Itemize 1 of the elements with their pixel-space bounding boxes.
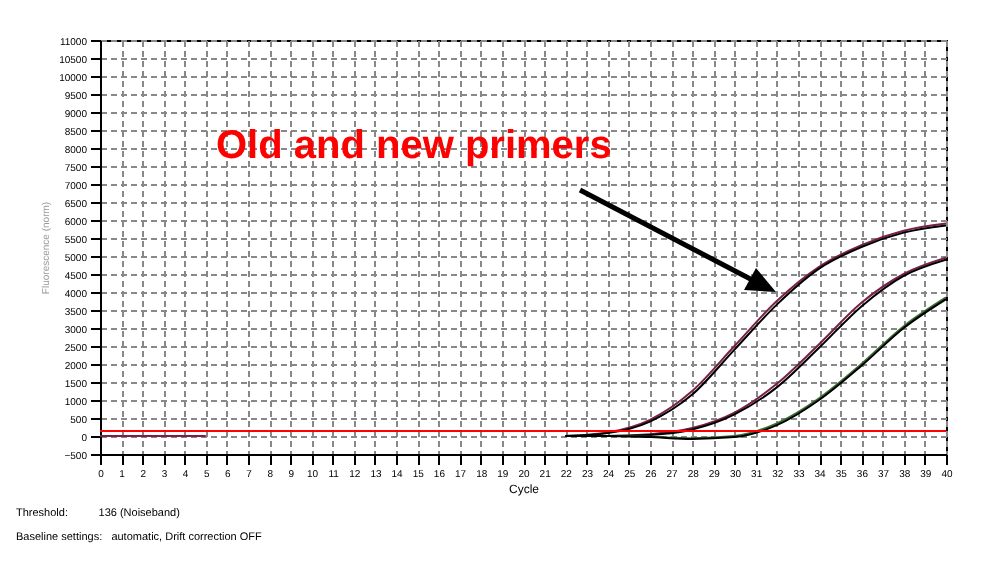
annotation: Old and new primers [216,124,612,170]
